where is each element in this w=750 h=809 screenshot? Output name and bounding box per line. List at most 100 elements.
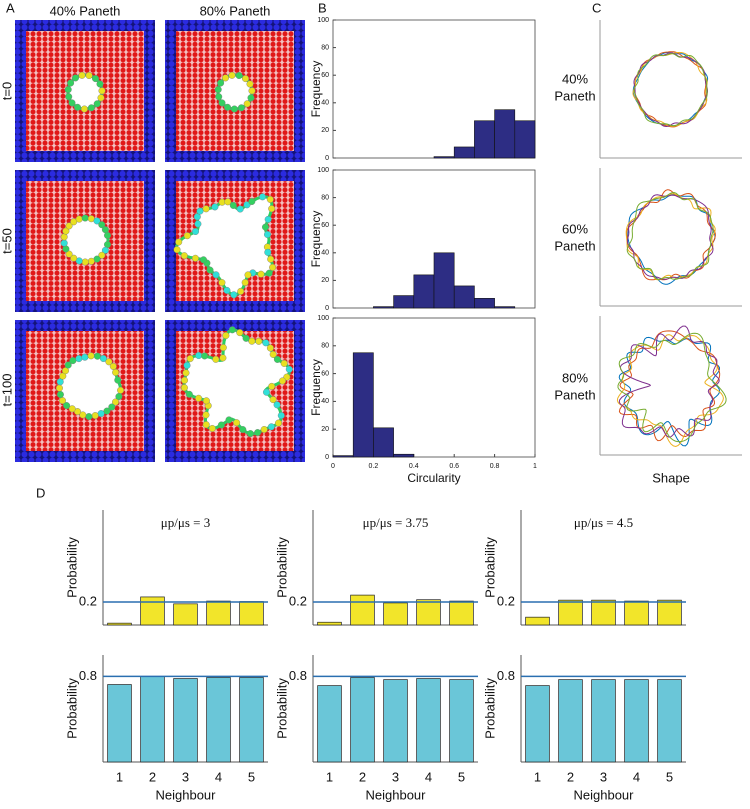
- cell: [230, 291, 238, 299]
- cell: [85, 71, 93, 79]
- bar: [383, 679, 408, 763]
- chart-title: μp/μs = 3.75: [363, 515, 429, 530]
- histogram-bar: [514, 120, 536, 159]
- histogram-bar: [474, 298, 495, 309]
- cell: [62, 227, 70, 235]
- y-axis-label: Probability: [64, 678, 79, 739]
- cell: [93, 217, 101, 225]
- cell: [202, 421, 210, 429]
- cell: [268, 205, 276, 213]
- bar: [416, 599, 441, 626]
- cell: [225, 416, 233, 424]
- row-label: 60%: [562, 221, 588, 236]
- y-tick-label: 40: [321, 250, 329, 257]
- y-tick-label: 0.2: [79, 593, 97, 608]
- y-tick-label: 100: [317, 167, 329, 174]
- cell: [212, 355, 220, 363]
- bar: [591, 679, 616, 763]
- row-heading: t=50: [0, 228, 14, 254]
- cell: [175, 238, 183, 246]
- y-axis-label: Probability: [274, 678, 289, 739]
- x-tick-label: 3: [182, 769, 189, 784]
- cell: [257, 270, 265, 278]
- cell: [275, 419, 283, 427]
- histogram-bar: [373, 306, 394, 309]
- y-tick-label: 40: [321, 398, 329, 405]
- cell: [64, 361, 72, 369]
- cell: [223, 286, 231, 294]
- histogram-bar: [433, 156, 455, 159]
- cell: [223, 103, 231, 111]
- x-tick-label: 5: [458, 769, 465, 784]
- cell: [202, 205, 210, 213]
- cell: [263, 388, 271, 396]
- panel-label: B: [318, 0, 327, 15]
- chart-title: μp/μs = 3: [161, 515, 210, 530]
- bar: [383, 602, 408, 626]
- cell: [183, 232, 191, 240]
- cell: [103, 407, 111, 415]
- cell: [269, 263, 277, 271]
- y-tick-label: 0: [325, 454, 329, 461]
- y-axis-label: Probability: [64, 537, 79, 598]
- cell: [117, 386, 125, 394]
- cell: [259, 193, 267, 201]
- cell: [75, 355, 83, 363]
- cell: [265, 269, 273, 277]
- y-tick-label: 80: [321, 194, 329, 201]
- y-tick-label: 0.8: [497, 668, 515, 683]
- cell: [68, 405, 76, 413]
- y-tick-label: 0.8: [79, 668, 97, 683]
- bar: [558, 599, 583, 626]
- x-tick-label: 0.8: [490, 463, 500, 470]
- cell: [64, 86, 72, 94]
- cell: [98, 221, 106, 229]
- cell: [65, 93, 73, 101]
- y-tick-label: 20: [321, 127, 329, 134]
- cell: [108, 403, 116, 411]
- cell: [93, 100, 101, 108]
- axis-label: Shape: [652, 470, 690, 485]
- cell: [222, 332, 230, 340]
- cell: [105, 358, 113, 366]
- cell: [206, 266, 214, 274]
- cell: [244, 271, 252, 279]
- cell: [241, 75, 249, 83]
- shape-outline: [617, 332, 727, 443]
- cell: [248, 337, 256, 345]
- cell: [112, 368, 120, 376]
- row-label: 80%: [562, 370, 588, 385]
- bar: [449, 679, 474, 763]
- x-tick-label: 3: [392, 769, 399, 784]
- cell: [264, 230, 272, 238]
- cell: [173, 246, 181, 254]
- cell: [78, 71, 86, 79]
- histogram-bar: [453, 146, 475, 159]
- cell: [182, 369, 190, 377]
- x-tick-label: 3: [600, 769, 607, 784]
- x-axis-label: Circularity: [407, 471, 460, 485]
- cell: [62, 245, 70, 253]
- row-label: Paneth: [554, 88, 595, 103]
- cell: [180, 384, 188, 392]
- cell: [85, 413, 93, 421]
- cell: [59, 397, 67, 405]
- x-tick-label: 0.2: [369, 463, 379, 470]
- x-tick-label: 1: [116, 769, 123, 784]
- shape-outline: [633, 53, 708, 127]
- cell: [191, 254, 199, 262]
- histogram-bar: [494, 306, 516, 309]
- bar: [525, 616, 550, 626]
- x-tick-label: 2: [567, 769, 574, 784]
- y-tick-label: 80: [321, 343, 329, 350]
- histogram-bar: [393, 295, 415, 309]
- cell: [247, 94, 255, 102]
- cell: [180, 376, 188, 384]
- chart-title: μp/μs = 4.5: [574, 515, 633, 530]
- cell: [236, 205, 244, 213]
- x-tick-label: 2: [359, 769, 366, 784]
- cell: [264, 215, 272, 223]
- cell: [243, 201, 251, 209]
- plot-frame: [332, 317, 536, 458]
- cell: [269, 396, 277, 404]
